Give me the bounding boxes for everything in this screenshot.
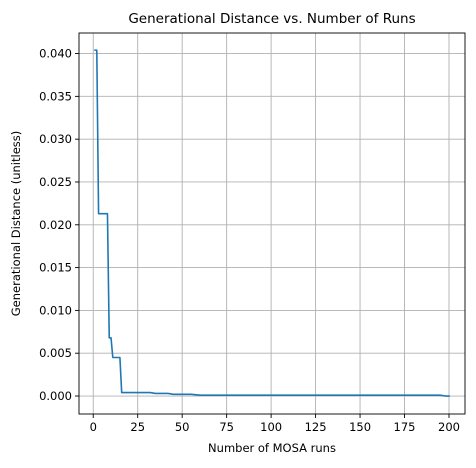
y-axis-label: Generational Distance (unitless) (9, 131, 23, 317)
x-tick-label: 100 (260, 420, 282, 434)
y-tick-label: 0.025 (39, 175, 72, 189)
y-tick-label: 0.005 (39, 346, 72, 360)
x-tick-label: 50 (175, 420, 190, 434)
x-tick-label: 150 (349, 420, 371, 434)
x-tick-label: 0 (90, 420, 97, 434)
x-tick-label: 25 (130, 420, 145, 434)
series-layer (94, 49, 450, 397)
series-line-0 (94, 49, 450, 397)
x-tick-label: 125 (305, 420, 327, 434)
grid-layer (79, 33, 465, 414)
y-tick-label: 0.040 (39, 47, 72, 61)
chart-title: Generational Distance vs. Number of Runs (128, 11, 415, 27)
tick-layer: 0 25 50 75 100 125 150 175 200 0.000 0.005 0.010 0.0… (39, 47, 460, 434)
x-tick-label: 200 (438, 420, 460, 434)
y-tick-label: 0.035 (39, 89, 72, 103)
x-axis-label: Number of MOSA runs (208, 441, 336, 455)
x-tick-label: 175 (394, 420, 416, 434)
plot-area-frame (78, 32, 466, 415)
y-tick-label: 0.015 (39, 261, 72, 275)
y-tick-label: 0.010 (39, 303, 72, 317)
y-tick-label: 0.000 (39, 389, 72, 403)
x-tick-label: 75 (219, 420, 234, 434)
y-tick-label: 0.020 (39, 218, 72, 232)
y-tick-label: 0.030 (39, 132, 72, 146)
